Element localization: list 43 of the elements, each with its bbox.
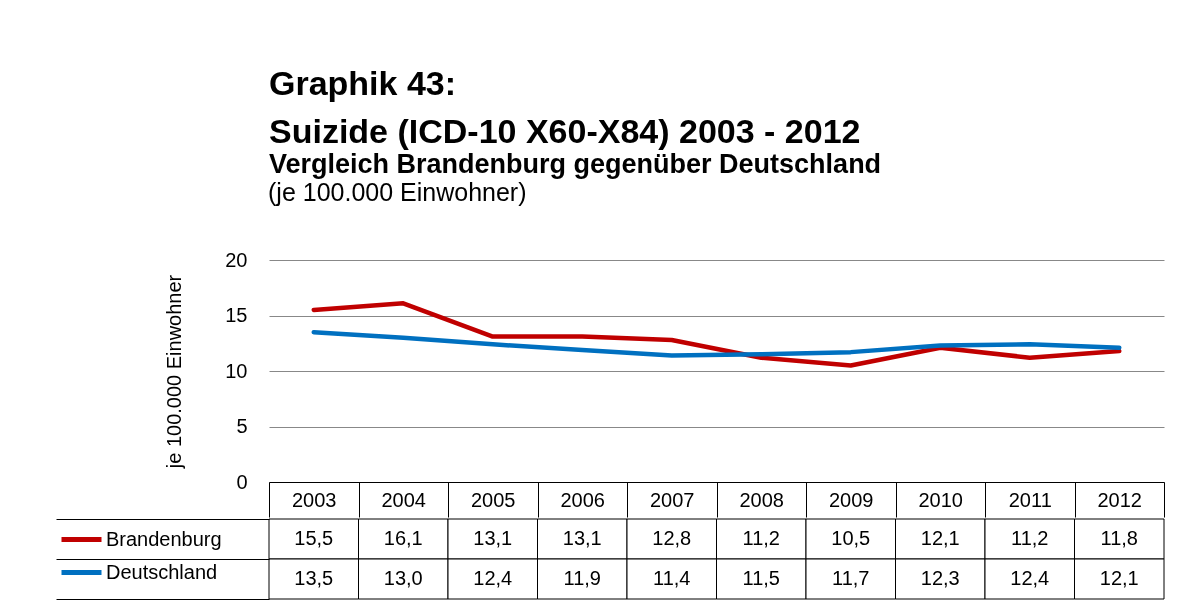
y-tick-label: 5 bbox=[236, 415, 248, 437]
legend-label: Deutschland bbox=[106, 560, 218, 583]
y-tick-label: 15 bbox=[225, 304, 248, 326]
data-label: 13,0 bbox=[383, 567, 423, 589]
x-tick-label: 2003 bbox=[292, 488, 337, 511]
x-tick-label: 2007 bbox=[650, 488, 695, 511]
text: (je 100.000 Einwohner) bbox=[268, 178, 527, 207]
data-label: 12,3 bbox=[920, 567, 960, 589]
x-tick-label: 2006 bbox=[560, 488, 605, 511]
x-tick-label: 2012 bbox=[1097, 488, 1142, 511]
x-tick-label: 2010 bbox=[918, 488, 963, 511]
data-label: 11,9 bbox=[563, 567, 601, 589]
data-label: 11,4 bbox=[653, 567, 691, 589]
legend-label: Brandenburg bbox=[106, 527, 222, 550]
x-tick-label: 2008 bbox=[739, 488, 784, 511]
data-label: 15,5 bbox=[294, 527, 334, 549]
data-label: 11,2 bbox=[742, 527, 780, 549]
x-tick-label: 2009 bbox=[829, 488, 874, 511]
y-axis-title: je 100.000 Einwohner bbox=[163, 274, 186, 470]
data-label: 13,5 bbox=[294, 567, 334, 589]
data-label: 12,1 bbox=[1099, 567, 1139, 589]
line-series bbox=[311, 301, 1122, 368]
y-tick-label: 10 bbox=[225, 359, 248, 382]
chart-title: Graphik 43: Suizide (ICD-10 X60-X84) 2003 - 2012 bbox=[269, 64, 861, 150]
data-label: 16,1 bbox=[383, 527, 423, 549]
data-label: 13,1 bbox=[562, 527, 602, 549]
x-tick-label: 2004 bbox=[381, 488, 426, 511]
y-tick-label: 20 bbox=[225, 248, 248, 271]
data-label: 13,1 bbox=[473, 527, 513, 549]
data-label: 12,1 bbox=[920, 527, 960, 549]
x-tick-label: 2005 bbox=[471, 488, 516, 511]
data-label: 11,7 bbox=[832, 567, 870, 589]
line-series bbox=[311, 329, 1122, 358]
data-label: 12,4 bbox=[1010, 567, 1050, 589]
x-tick-label: 2011 bbox=[1008, 488, 1052, 511]
data-label: 12,4 bbox=[473, 567, 513, 589]
y-tick-label: 0 bbox=[236, 470, 248, 493]
chart-subtitle: Vergleich Brandenburg gegenüber Deutschland bbox=[269, 149, 882, 179]
data-label: 11,5 bbox=[742, 567, 780, 589]
data-label: 12,8 bbox=[652, 527, 692, 549]
data-label: 11,2 bbox=[1011, 527, 1049, 549]
data-label: 11,8 bbox=[1100, 527, 1138, 549]
data-label: 10,5 bbox=[831, 527, 871, 549]
